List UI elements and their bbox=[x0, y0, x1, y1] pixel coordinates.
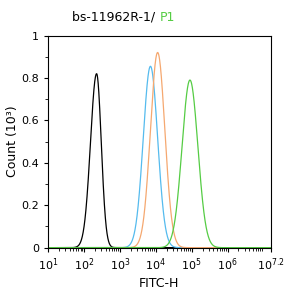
Text: bs-11962R-1/: bs-11962R-1/ bbox=[72, 11, 160, 24]
Text: P1: P1 bbox=[160, 11, 175, 24]
Y-axis label: Count (10³): Count (10³) bbox=[6, 106, 19, 177]
X-axis label: FITC-H: FITC-H bbox=[139, 277, 180, 290]
